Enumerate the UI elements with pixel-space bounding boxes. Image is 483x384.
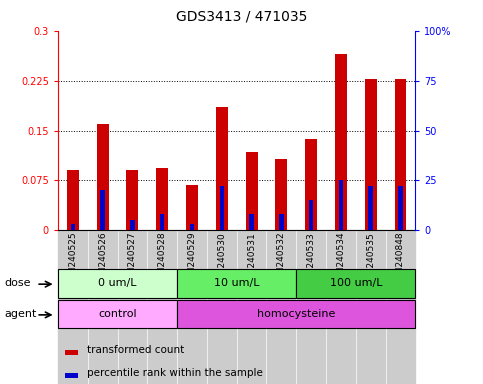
Bar <box>237 230 267 384</box>
Bar <box>130 220 135 230</box>
Bar <box>186 185 198 230</box>
Bar <box>177 300 415 328</box>
Text: homocysteine: homocysteine <box>257 309 335 319</box>
Bar <box>339 180 343 230</box>
Bar <box>177 269 296 298</box>
Bar <box>398 187 403 230</box>
Bar <box>335 54 347 230</box>
Bar <box>220 187 224 230</box>
Bar <box>190 224 194 230</box>
Bar <box>58 300 177 328</box>
Bar <box>249 214 254 230</box>
Bar <box>97 124 109 230</box>
Bar <box>147 230 177 384</box>
Bar <box>207 230 237 384</box>
Bar <box>88 230 117 384</box>
Bar <box>246 152 257 230</box>
Bar <box>117 230 147 384</box>
Text: 100 um/L: 100 um/L <box>329 278 382 288</box>
Text: percentile rank within the sample: percentile rank within the sample <box>86 368 262 378</box>
Bar <box>58 269 177 298</box>
Bar <box>369 187 373 230</box>
Bar <box>385 230 415 384</box>
Bar <box>326 230 356 384</box>
Bar <box>309 200 313 230</box>
Bar <box>100 190 105 230</box>
Bar <box>267 230 296 384</box>
Text: dose: dose <box>5 278 31 288</box>
Bar <box>67 170 79 230</box>
Bar <box>296 269 415 298</box>
Bar <box>275 159 287 230</box>
Bar <box>65 372 78 378</box>
Bar <box>296 230 326 384</box>
Text: transformed count: transformed count <box>86 345 184 355</box>
Bar <box>160 214 164 230</box>
Bar <box>127 170 139 230</box>
Bar <box>65 350 78 355</box>
Text: GDS3413 / 471035: GDS3413 / 471035 <box>176 10 307 23</box>
Bar <box>58 230 88 384</box>
Bar <box>156 169 168 230</box>
Bar <box>365 79 377 230</box>
Bar <box>305 139 317 230</box>
Text: 0 um/L: 0 um/L <box>98 278 137 288</box>
Text: 10 um/L: 10 um/L <box>214 278 259 288</box>
Bar <box>71 224 75 230</box>
Text: agent: agent <box>5 309 37 319</box>
Bar <box>356 230 385 384</box>
Bar <box>216 107 228 230</box>
Text: control: control <box>98 309 137 319</box>
Bar <box>395 79 407 230</box>
Bar <box>279 214 284 230</box>
Bar <box>177 230 207 384</box>
